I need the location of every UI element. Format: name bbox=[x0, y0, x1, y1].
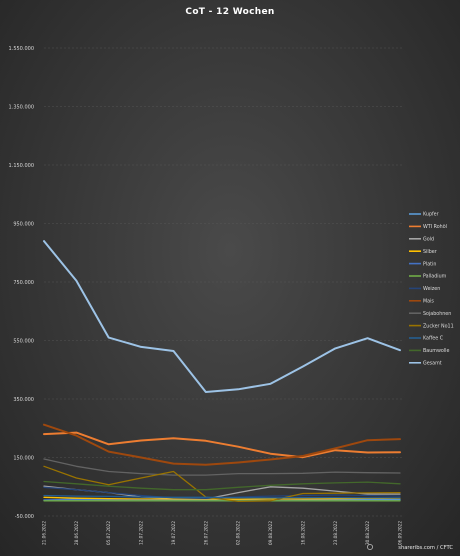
legend-label: Kaffee C bbox=[423, 336, 444, 342]
x-tick-label: 26.07.2022 bbox=[203, 521, 208, 545]
legend-label: Mais bbox=[423, 299, 434, 305]
legend-label: Silber bbox=[423, 249, 437, 255]
legend: Kupfer WTI Rohöl Gold Silber Platin Palladium… bbox=[409, 212, 454, 367]
legend-label: WTI Rohöl bbox=[423, 224, 447, 230]
series-line bbox=[43, 240, 401, 393]
legend-label: Gesamt bbox=[423, 361, 442, 367]
series-lines bbox=[43, 240, 401, 503]
x-tick-label: 30.08.2022 bbox=[365, 521, 370, 545]
x-tick-label: 19.07.2022 bbox=[171, 521, 176, 545]
x-tick-label: 12.07.2022 bbox=[139, 521, 144, 545]
y-tick-label: -50.000 bbox=[15, 514, 34, 520]
legend-label: Sojabohnen bbox=[423, 311, 451, 317]
y-tick-label: 750.000 bbox=[13, 280, 34, 286]
x-tick-label: 05.07.2022 bbox=[106, 521, 111, 545]
legend-label: Kupfer bbox=[423, 212, 439, 218]
series-line bbox=[43, 458, 401, 476]
series-line bbox=[43, 494, 401, 499]
series-line bbox=[43, 465, 401, 503]
x-axis-ticks: 21.06.2022 28.06.2022 05.07.2022 12.07.2022… bbox=[42, 521, 403, 545]
x-tick-label: 28.06.2022 bbox=[74, 521, 79, 545]
y-tick-label: 1.150.000 bbox=[9, 163, 34, 169]
legend-label: Zucker No11 bbox=[423, 323, 454, 329]
series-line bbox=[43, 423, 401, 466]
gridlines bbox=[44, 47, 404, 517]
series-line bbox=[43, 431, 401, 459]
x-tick-label: 16.08.2022 bbox=[300, 521, 305, 545]
y-tick-label: 350.000 bbox=[13, 397, 34, 403]
y-tick-label: 950.000 bbox=[13, 221, 34, 227]
x-tick-label: 23.08.2022 bbox=[333, 521, 338, 545]
source-credit: shareribs.com / CFTC bbox=[398, 545, 453, 551]
legend-label: Platin bbox=[423, 261, 436, 267]
y-tick-label: 1.350.000 bbox=[9, 104, 34, 110]
y-tick-label: 550.000 bbox=[13, 338, 34, 344]
chart-title: CoT - 12 Wochen bbox=[185, 7, 274, 17]
legend-label: Palladium bbox=[423, 274, 447, 280]
y-tick-label: 150.000 bbox=[13, 455, 34, 461]
y-axis-ticks: -50.000 150.000 350.000 550.000 750.000 950.0… bbox=[9, 46, 34, 520]
x-tick-label: 06.09.2022 bbox=[398, 521, 403, 545]
series-line bbox=[43, 480, 401, 491]
x-tick-label: 21.06.2022 bbox=[42, 521, 47, 545]
copyright-icon bbox=[367, 544, 373, 550]
x-tick-label: 09.08.2022 bbox=[268, 521, 273, 545]
x-tick-label: 02.08.2022 bbox=[236, 521, 241, 545]
y-tick-label: 1.550.000 bbox=[9, 46, 34, 52]
legend-label: Baumwolle bbox=[423, 348, 449, 354]
legend-label: Gold bbox=[423, 237, 434, 243]
legend-label: Weizen bbox=[423, 286, 440, 292]
